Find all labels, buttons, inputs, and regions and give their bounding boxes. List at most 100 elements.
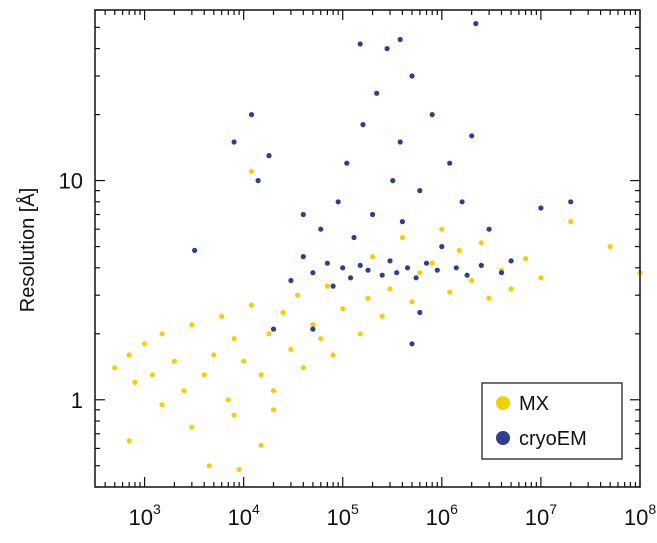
- mx-point: [324, 283, 330, 289]
- cryoem-point: [404, 265, 411, 271]
- mx-point: [568, 219, 574, 225]
- cryoem-point: [335, 199, 341, 205]
- mx-point: [409, 299, 415, 305]
- cryoem-point: [374, 90, 380, 96]
- cryoem-point: [459, 199, 465, 205]
- cryoem-point: [348, 275, 354, 281]
- cryoem-point: [429, 112, 435, 118]
- mx-point: [248, 168, 255, 175]
- cryoem-point: [473, 21, 479, 27]
- cryoem-point: [417, 309, 423, 316]
- cryoem-point: [409, 73, 415, 79]
- mx-point: [132, 379, 138, 385]
- mx-point: [417, 270, 423, 276]
- mx-point: [340, 306, 346, 312]
- cryoem-point: [399, 219, 405, 225]
- cryoem-point: [417, 188, 423, 194]
- cryoem-point: [390, 178, 396, 184]
- cryoem-point: [434, 267, 440, 273]
- mx-point: [126, 352, 132, 358]
- mx-point: [159, 331, 165, 337]
- mx-point: [318, 336, 324, 342]
- cryoem-point: [344, 160, 350, 166]
- mx-point: [310, 322, 316, 328]
- cryoem-point: [357, 262, 363, 268]
- cryoem-point: [498, 270, 505, 276]
- cryoem-point: [439, 244, 445, 250]
- cryoem-point: [340, 265, 346, 271]
- cryoem-point: [423, 260, 430, 266]
- legend-label-mx: MX: [519, 393, 549, 415]
- y-axis-title: Resolution [Å]: [16, 188, 39, 313]
- mx-point: [456, 247, 462, 253]
- mx-point: [379, 313, 385, 319]
- mx-point: [607, 244, 613, 250]
- mx-point: [478, 240, 484, 246]
- mx-point: [270, 407, 277, 413]
- cryoem-point: [394, 270, 400, 276]
- mx-point: [387, 286, 393, 292]
- plot-frame: [94, 9, 641, 488]
- mx-point: [330, 352, 336, 358]
- mx-point: [112, 365, 118, 371]
- cryoem-point: [370, 211, 376, 218]
- mx-point: [142, 341, 148, 347]
- mx-point: [211, 352, 217, 358]
- mx-point: [300, 365, 306, 371]
- mx-point: [447, 289, 453, 295]
- cryoem-point: [330, 283, 336, 289]
- legend: MX cryoEM: [481, 382, 623, 460]
- cryoem-point: [255, 178, 261, 184]
- y-tick-label: 1: [71, 388, 83, 413]
- mx-point: [219, 313, 225, 319]
- cryoem-point: [464, 272, 470, 278]
- cryoem-point: [231, 139, 237, 145]
- cryoem-point: [397, 139, 403, 145]
- mx-point: [189, 322, 195, 328]
- mx-point: [523, 256, 529, 262]
- cryoem-point: [300, 211, 306, 218]
- cryoem-point: [469, 133, 475, 139]
- legend-marker-cryoem: [496, 431, 510, 445]
- mx-point: [201, 372, 207, 378]
- mx-point: [365, 295, 371, 301]
- x-tick-label: 103: [128, 501, 160, 530]
- cryoem-point: [365, 267, 371, 273]
- mx-point: [236, 467, 242, 473]
- cryoem-point: [409, 341, 415, 347]
- cryoem-point: [360, 122, 366, 128]
- cryoem-point: [351, 234, 357, 241]
- cryoem-point: [192, 247, 198, 253]
- cryoem-point: [387, 258, 393, 264]
- mx-point: [248, 302, 255, 308]
- cryoem-point: [266, 153, 272, 159]
- cryoem-point: [486, 226, 492, 232]
- x-tick-label: 108: [624, 501, 656, 530]
- mx-point: [206, 463, 212, 469]
- mx-point: [149, 372, 155, 378]
- y-tick-label: 10: [59, 169, 83, 194]
- cryoem-point: [324, 260, 330, 266]
- mx-point: [181, 388, 187, 394]
- mx-point: [159, 402, 165, 408]
- mx-point: [225, 397, 231, 403]
- legend-marker-mx: [496, 396, 510, 410]
- cryoem-point: [310, 326, 316, 332]
- cryoem-point: [397, 36, 403, 43]
- cryoem-point: [300, 254, 306, 260]
- cryoem-point: [413, 275, 419, 281]
- cryoem-point: [357, 41, 363, 47]
- mx-point: [429, 260, 435, 266]
- legend-label-cryoem: cryoEM: [519, 428, 587, 450]
- cryoem-point: [478, 262, 484, 268]
- mx-point: [231, 412, 237, 418]
- mx-point: [469, 277, 475, 284]
- mx-point: [357, 331, 363, 337]
- mx-point: [266, 331, 272, 337]
- mx-point: [370, 254, 376, 260]
- data-points: [112, 21, 643, 473]
- axis-ticks: [95, 9, 641, 488]
- mx-point: [439, 226, 445, 232]
- cryoem-point: [310, 270, 316, 276]
